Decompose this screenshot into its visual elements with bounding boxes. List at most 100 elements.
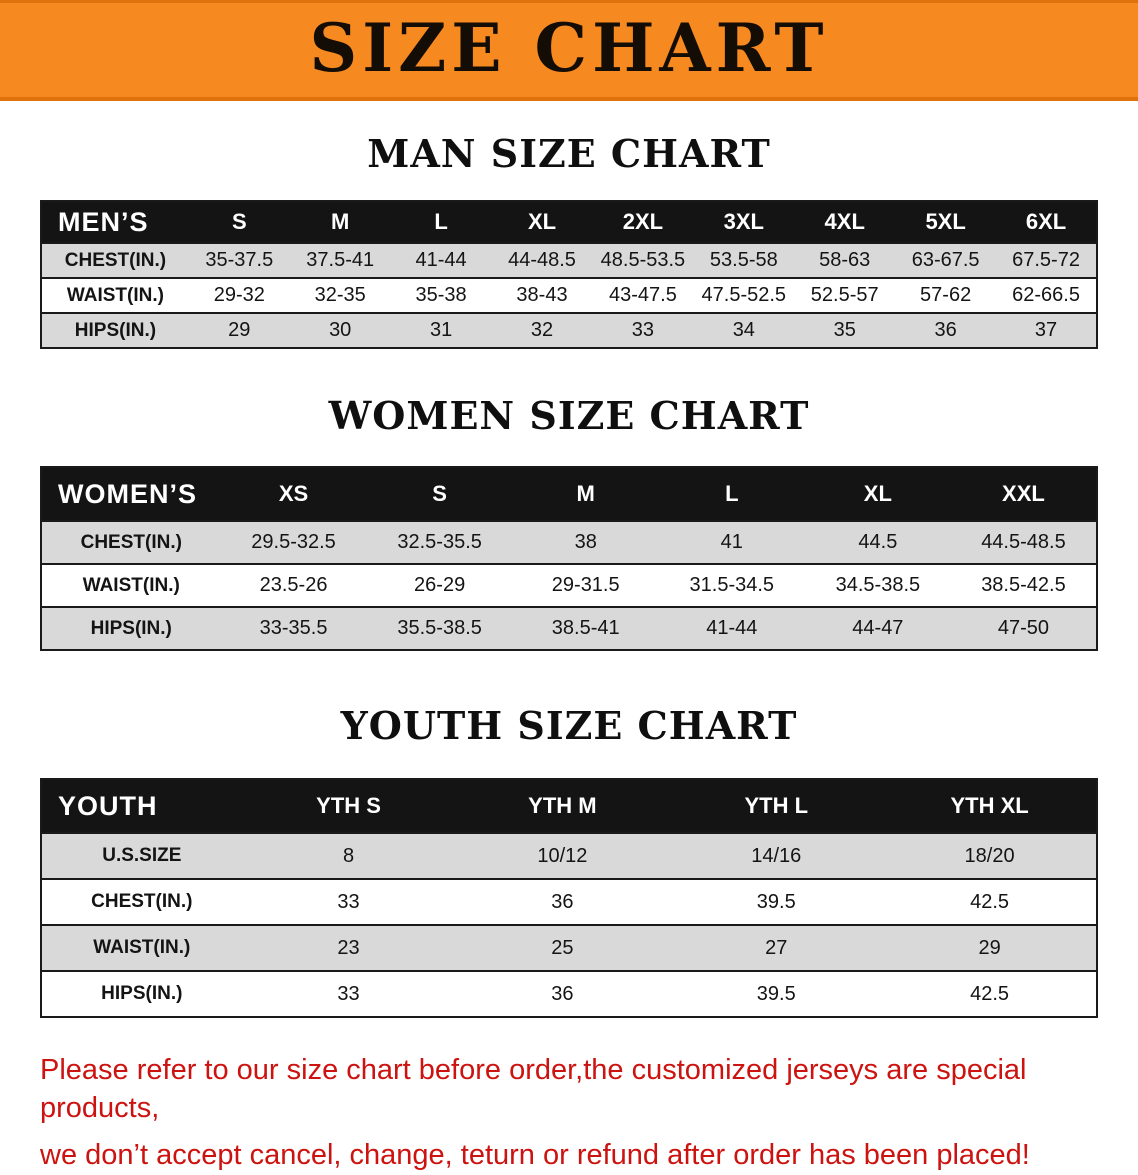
women-size-table: WOMEN’S XS S M L XL XXL CHEST(IN.) 29.5-32.5 32.5…: [40, 466, 1098, 651]
youth-column-header: YTH XL: [883, 779, 1097, 833]
youth-cell-value: 42.5: [883, 970, 1097, 1017]
men-column-header: 4XL: [794, 201, 896, 243]
men-cell-value: 47.5-52.5: [693, 277, 795, 313]
men-cell-value: 34: [693, 312, 795, 348]
women-cell-value: 35.5-38.5: [366, 606, 513, 650]
youth-column-header: YTH M: [455, 779, 670, 833]
men-cell-value: 63-67.5: [895, 242, 997, 278]
youth-cell-value: 25: [455, 924, 670, 971]
men-header-row: MEN’S S M L XL 2XL 3XL 4XL 5XL 6XL: [41, 201, 1097, 243]
women-column-header: XXL: [950, 467, 1097, 521]
youth-cell-value: 36: [455, 878, 670, 925]
women-cell-value: 32.5-35.5: [366, 520, 513, 564]
men-cell-value: 48.5-53.5: [592, 242, 694, 278]
men-column-header: 6XL: [996, 201, 1097, 243]
women-cell-value: 33-35.5: [220, 606, 367, 650]
men-size-table: MEN’S S M L XL 2XL 3XL 4XL 5XL 6XL CHEST(IN.) 35-37…: [40, 200, 1098, 349]
banner: SIZE CHART: [0, 0, 1138, 101]
women-cell-value: 34.5-38.5: [804, 563, 951, 607]
youth-size-table: YOUTH YTH S YTH M YTH L YTH XL U.S.SIZE 8 10/12…: [40, 778, 1098, 1018]
men-cell-value: 44-48.5: [491, 242, 593, 278]
youth-cell-value: 27: [669, 924, 884, 971]
youth-cell-value: 42.5: [883, 878, 1097, 925]
youth-section: YOUTH SIZE CHART YOUTH YTH S YTH M YTH L YTH…: [0, 703, 1138, 1018]
men-cell-value: 38-43: [491, 277, 593, 313]
women-cell-value: 38.5-42.5: [950, 563, 1097, 607]
women-column-header: L: [658, 467, 805, 521]
youth-row-label: WAIST(IN.): [41, 924, 242, 971]
men-cell-value: 52.5-57: [794, 277, 896, 313]
women-cell-value: 44-47: [804, 606, 951, 650]
women-column-header: S: [366, 467, 513, 521]
youth-table-title: YOUTH: [41, 779, 242, 833]
women-column-header: M: [512, 467, 659, 521]
men-cell-value: 36: [895, 312, 997, 348]
men-cell-value: 41-44: [390, 242, 492, 278]
youth-section-heading: YOUTH SIZE CHART: [340, 703, 798, 748]
women-table-title: WOMEN’S: [41, 467, 221, 521]
men-row-label: WAIST(IN.): [41, 277, 189, 313]
men-cell-value: 37.5-41: [289, 242, 391, 278]
men-cell-value: 29-32: [188, 277, 290, 313]
women-cell-value: 38.5-41: [512, 606, 659, 650]
men-cell-value: 32: [491, 312, 593, 348]
youth-cell-value: 23: [241, 924, 456, 971]
men-column-header: M: [289, 201, 391, 243]
page-title: SIZE CHART: [309, 9, 829, 87]
men-column-header: 5XL: [895, 201, 997, 243]
men-row-label: CHEST(IN.): [41, 242, 189, 278]
youth-row-label: CHEST(IN.): [41, 878, 242, 925]
youth-cell-value: 33: [241, 970, 456, 1017]
disclaimer-line-1: Please refer to our size chart before or…: [40, 1054, 1027, 1124]
youth-cell-value: 39.5: [669, 878, 884, 925]
youth-cell-value: 29: [883, 924, 1097, 971]
men-cell-value: 30: [289, 312, 391, 348]
men-cell-value: 37: [996, 312, 1097, 348]
men-section-heading: MAN SIZE CHART: [367, 131, 771, 176]
men-cell-value: 35: [794, 312, 896, 348]
youth-table-row: WAIST(IN.) 23 25 27 29: [41, 924, 1097, 971]
youth-cell-value: 36: [455, 970, 670, 1017]
men-cell-value: 35-38: [390, 277, 492, 313]
women-column-header: XL: [804, 467, 951, 521]
men-column-header: 3XL: [693, 201, 795, 243]
women-cell-value: 23.5-26: [220, 563, 367, 607]
women-section-heading: WOMEN SIZE CHART: [328, 393, 810, 438]
men-cell-value: 67.5-72: [996, 242, 1097, 278]
women-section: WOMEN SIZE CHART WOMEN’S XS S M L XL XXL CHEST(…: [0, 393, 1138, 651]
youth-cell-value: 18/20: [883, 832, 1097, 879]
women-row-label: HIPS(IN.): [41, 606, 221, 650]
men-table-row: HIPS(IN.) 29 30 31 32 33 34 35 36 37: [41, 312, 1097, 348]
men-column-header: S: [188, 201, 290, 243]
women-cell-value: 31.5-34.5: [658, 563, 805, 607]
men-table-row: WAIST(IN.) 29-32 32-35 35-38 38-43 43-47.5 47.…: [41, 277, 1097, 313]
women-column-header: XS: [220, 467, 367, 521]
men-table-title: MEN’S: [41, 201, 189, 243]
men-cell-value: 31: [390, 312, 492, 348]
youth-column-header: YTH L: [669, 779, 884, 833]
women-table-row: CHEST(IN.) 29.5-32.5 32.5-35.5 38 41 44.5 44.5…: [41, 520, 1097, 564]
men-section: MAN SIZE CHART MEN’S S M L XL 2XL 3XL 4XL 5XL 6XL…: [0, 131, 1138, 349]
women-cell-value: 26-29: [366, 563, 513, 607]
men-cell-value: 43-47.5: [592, 277, 694, 313]
women-cell-value: 38: [512, 520, 659, 564]
men-cell-value: 35-37.5: [188, 242, 290, 278]
men-cell-value: 32-35: [289, 277, 391, 313]
men-cell-value: 33: [592, 312, 694, 348]
youth-cell-value: 10/12: [455, 832, 670, 879]
men-cell-value: 57-62: [895, 277, 997, 313]
men-column-header: L: [390, 201, 492, 243]
youth-row-label: HIPS(IN.): [41, 970, 242, 1017]
youth-cell-value: 8: [241, 832, 456, 879]
women-table-row: HIPS(IN.) 33-35.5 35.5-38.5 38.5-41 41-44 44-…: [41, 606, 1097, 650]
women-cell-value: 29-31.5: [512, 563, 659, 607]
women-table-row: WAIST(IN.) 23.5-26 26-29 29-31.5 31.5-34.5 34…: [41, 563, 1097, 607]
women-cell-value: 29.5-32.5: [220, 520, 367, 564]
men-cell-value: 62-66.5: [996, 277, 1097, 313]
women-cell-value: 44.5-48.5: [950, 520, 1097, 564]
youth-column-header: YTH S: [241, 779, 456, 833]
women-row-label: WAIST(IN.): [41, 563, 221, 607]
men-column-header: 2XL: [592, 201, 694, 243]
youth-table-row: HIPS(IN.) 33 36 39.5 42.5: [41, 970, 1097, 1017]
